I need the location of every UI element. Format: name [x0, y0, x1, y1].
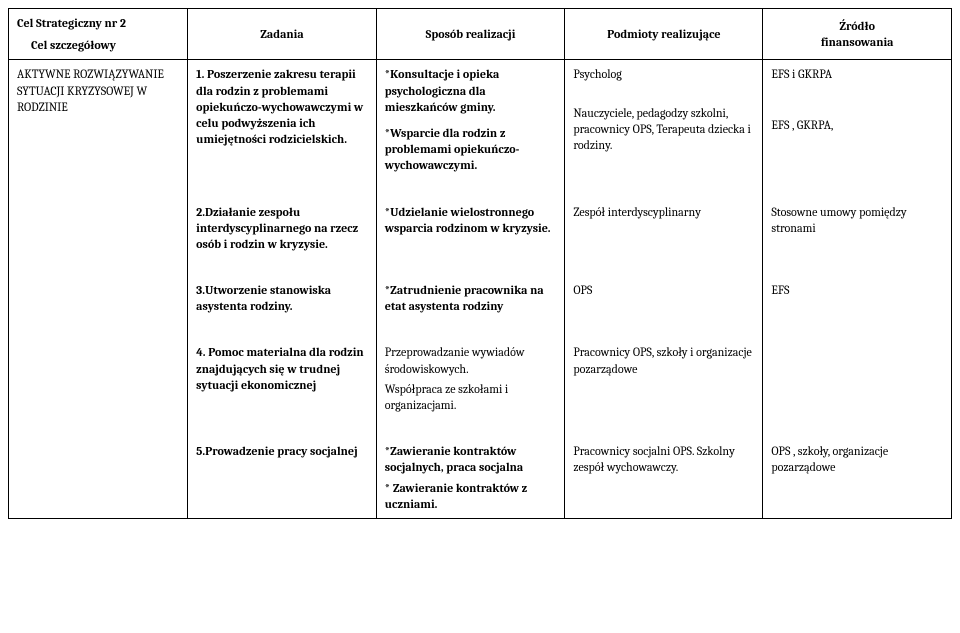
method-a: *Zawieranie kontraktów socjalnych, praca… — [385, 444, 523, 474]
entity-cell: Pracownicy socjalni OPS. Szkolny zespół … — [565, 437, 763, 518]
header-funding-a: Źródło — [771, 18, 943, 34]
header-tasks: Zadania — [188, 9, 377, 60]
method-a: *Konsultacje i opieka psychologiczna dla… — [385, 67, 500, 113]
header-goal-b: Cel szczegółowy — [17, 37, 179, 53]
goal-text: AKTYWNE ROZWIĄZYWANIE SYTUACJI KRYZYSOWE… — [17, 66, 179, 115]
method-cell: *Udzielanie wielostronnego wsparcia rodz… — [376, 198, 565, 259]
fund-cell: OPS , szkoły, organizacje pozarządowe — [763, 437, 952, 518]
method-a: Przeprowadzanie wywiadów środowiskowych. — [385, 344, 557, 376]
fund-text: Stosowne umowy pomiędzy stronami — [771, 205, 906, 235]
method-b: *Wsparcie dla rodzin z problemami opieku… — [385, 126, 520, 172]
header-method: Sposób realizacji — [376, 9, 565, 60]
header-goal: Cel Strategiczny nr 2 Cel szczegółowy — [9, 9, 188, 60]
task-cell: 2.Działanie zespołu interdyscyplinarnego… — [188, 198, 377, 259]
method-cell: *Zawieranie kontraktów socjalnych, praca… — [376, 437, 565, 518]
header-funding: Źródło finansowania — [763, 9, 952, 60]
task-cell: 4. Pomoc materialna dla rodzin znajdując… — [188, 338, 377, 419]
task-text: 5.Prowadzenie pracy socjalnej — [196, 444, 358, 458]
method-b: * Zawieranie kontraktów z uczniami. — [385, 481, 528, 511]
fund-cell: EFS i GKRPA EFS , GKRPA, — [763, 60, 952, 180]
task-text: 4. Pomoc materialna dla rodzin znajdując… — [196, 345, 364, 391]
spacer-row — [9, 320, 952, 338]
goal-cell: AKTYWNE ROZWIĄZYWANIE SYTUACJI KRYZYSOWE… — [9, 60, 188, 180]
spacer-row — [9, 180, 952, 198]
fund-cell: EFS — [763, 276, 952, 320]
header-entities: Podmioty realizujące — [565, 9, 763, 60]
entity-text: OPS — [573, 283, 592, 297]
spacer-row — [9, 419, 952, 437]
task-cell: 1. Poszerzenie zakresu terapii dla rodzi… — [188, 60, 377, 180]
task-text: 3.Utworzenie stanowiska asystenta rodzin… — [196, 283, 331, 313]
method-text: *Udzielanie wielostronnego wsparcia rodz… — [385, 205, 551, 235]
entity-cell: Zespół interdyscyplinarny — [565, 198, 763, 259]
fund-cell: Stosowne umowy pomiędzy stronami — [763, 198, 952, 259]
table-row: AKTYWNE ROZWIĄZYWANIE SYTUACJI KRYZYSOWE… — [9, 60, 952, 180]
task-text: 1. Poszerzenie zakresu terapii dla rodzi… — [196, 67, 363, 146]
task-text: 2.Działanie zespołu interdyscyplinarnego… — [196, 205, 358, 251]
method-b: Współpraca ze szkołami i organizacjami. — [385, 381, 557, 413]
fund-b: EFS , GKRPA, — [771, 117, 943, 133]
table-row: 3.Utworzenie stanowiska asystenta rodzin… — [9, 276, 952, 320]
method-cell: Przeprowadzanie wywiadów środowiskowych.… — [376, 338, 565, 419]
fund-text: EFS — [771, 283, 789, 297]
spacer-row — [9, 258, 952, 276]
table-row: 5.Prowadzenie pracy socjalnej *Zawierani… — [9, 437, 952, 518]
fund-text: OPS , szkoły, organizacje pozarządowe — [771, 444, 888, 474]
header-funding-b: finansowania — [771, 34, 943, 50]
entity-a: Psycholog — [573, 66, 754, 82]
fund-a: EFS i GKRPA — [771, 66, 943, 82]
task-cell: 3.Utworzenie stanowiska asystenta rodzin… — [188, 276, 377, 320]
entity-text: Zespół interdyscyplinarny — [573, 205, 701, 219]
method-text: *Zatrudnienie pracownika na etat asysten… — [385, 283, 544, 313]
method-cell: *Zatrudnienie pracownika na etat asysten… — [376, 276, 565, 320]
method-cell: *Konsultacje i opieka psychologiczna dla… — [376, 60, 565, 180]
entity-cell: Pracownicy OPS, szkoły i organizacje poz… — [565, 338, 763, 419]
task-cell: 5.Prowadzenie pracy socjalnej — [188, 437, 377, 518]
fund-cell — [763, 338, 952, 419]
entity-cell: Psycholog Nauczyciele, pedagodzy szkolni… — [565, 60, 763, 180]
entity-text: Pracownicy socjalni OPS. Szkolny zespół … — [573, 444, 735, 474]
header-row: Cel Strategiczny nr 2 Cel szczegółowy Za… — [9, 9, 952, 60]
entity-b: Nauczyciele, pedagodzy szkolni, pracowni… — [573, 105, 754, 154]
entity-text: Pracownicy OPS, szkoły i organizacje poz… — [573, 345, 751, 375]
table-row: 2.Działanie zespołu interdyscyplinarnego… — [9, 198, 952, 259]
table-row: 4. Pomoc materialna dla rodzin znajdując… — [9, 338, 952, 419]
entity-cell: OPS — [565, 276, 763, 320]
strategy-table: Cel Strategiczny nr 2 Cel szczegółowy Za… — [8, 8, 952, 519]
header-goal-a: Cel Strategiczny nr 2 — [17, 15, 179, 31]
